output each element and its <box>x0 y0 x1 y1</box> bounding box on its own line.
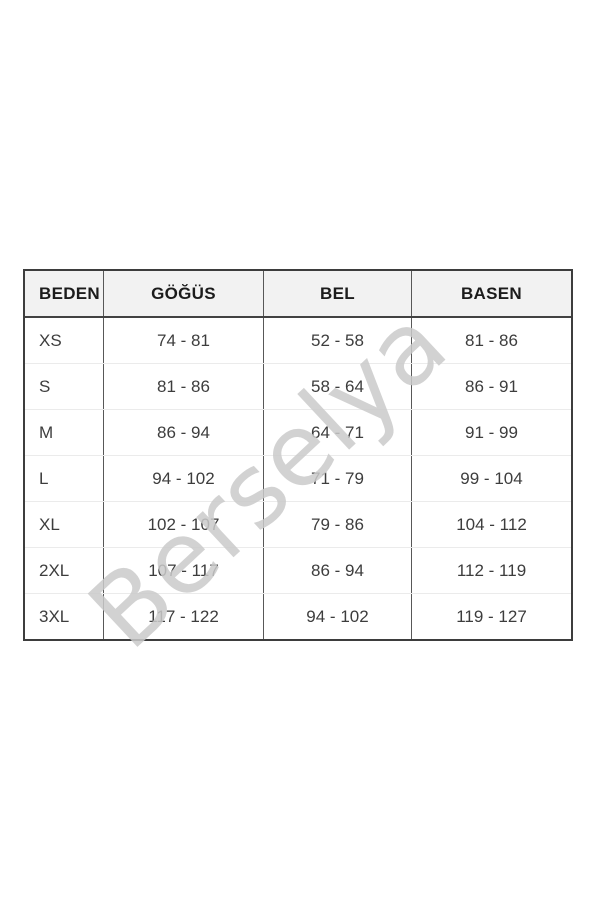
size-cell: XS <box>25 318 104 363</box>
table-row-2xl: 2XL 107 - 117 86 - 94 112 - 119 <box>25 548 571 594</box>
size-cell: L <box>25 456 104 501</box>
table-row-3xl: 3XL 117 - 122 94 - 102 119 - 127 <box>25 594 571 639</box>
table-row-xs: XS 74 - 81 52 - 58 81 - 86 <box>25 318 571 364</box>
waist-cell: 58 - 64 <box>264 364 412 409</box>
size-cell: XL <box>25 502 104 547</box>
chest-cell: 94 - 102 <box>104 456 264 501</box>
chest-cell: 102 - 107 <box>104 502 264 547</box>
chest-cell: 74 - 81 <box>104 318 264 363</box>
size-cell: 3XL <box>25 594 104 639</box>
header-cell-beden: BEDEN <box>25 271 104 316</box>
hip-cell: 81 - 86 <box>465 330 518 350</box>
table-row-m: M 86 - 94 64 - 71 91 - 99 <box>25 410 571 456</box>
hip-cell: 119 - 127 <box>456 606 527 626</box>
hip-cell: 104 - 112 <box>456 514 527 534</box>
table-header-row: BEDEN GÖĞÜS BEL BASEN <box>25 271 571 318</box>
table-row-xl: XL 102 - 107 79 - 86 104 - 112 <box>25 502 571 548</box>
waist-cell: 94 - 102 <box>264 594 412 639</box>
header-cell-gogus: GÖĞÜS <box>104 271 264 316</box>
hip-cell: 86 - 91 <box>465 376 518 396</box>
chest-cell: 107 - 117 <box>104 548 264 593</box>
hip-cell: 99 - 104 <box>460 468 523 488</box>
waist-cell: 71 - 79 <box>264 456 412 501</box>
hip-cell: 91 - 99 <box>465 422 518 442</box>
chest-cell: 117 - 122 <box>104 594 264 639</box>
waist-cell: 52 - 58 <box>264 318 412 363</box>
table-row-s: S 81 - 86 58 - 64 86 - 91 <box>25 364 571 410</box>
waist-cell: 79 - 86 <box>264 502 412 547</box>
size-cell: M <box>25 410 104 455</box>
waist-cell: 86 - 94 <box>264 548 412 593</box>
table-row-l: L 94 - 102 71 - 79 99 - 104 <box>25 456 571 502</box>
header-cell-basen: BASEN <box>460 283 522 303</box>
size-cell: 2XL <box>25 548 104 593</box>
hip-cell: 112 - 119 <box>456 560 527 580</box>
header-cell-bel: BEL <box>264 271 412 316</box>
waist-cell: 64 - 71 <box>264 410 412 455</box>
size-cell: S <box>25 364 104 409</box>
chest-cell: 86 - 94 <box>104 410 264 455</box>
chest-cell: 81 - 86 <box>104 364 264 409</box>
size-chart-table: BEDEN GÖĞÜS BEL BASEN XS 74 - 81 52 - 58… <box>23 269 573 641</box>
